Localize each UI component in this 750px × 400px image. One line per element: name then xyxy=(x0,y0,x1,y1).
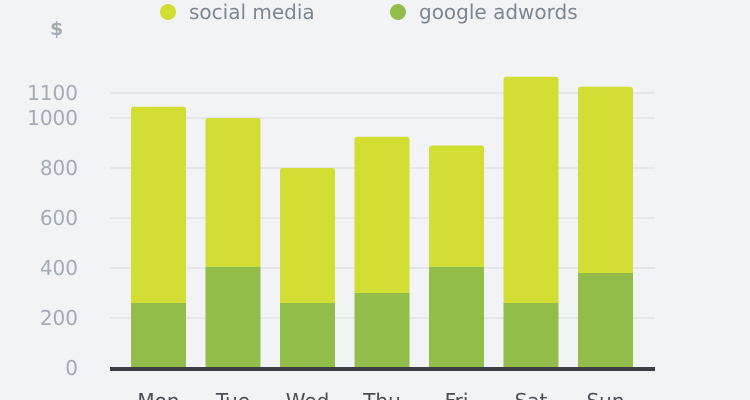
bar-group-wed[interactable] xyxy=(280,168,335,368)
bar-segment-google-adwords[interactable] xyxy=(578,273,633,368)
bar-group-mon[interactable] xyxy=(131,106,186,368)
y-tick-label: 0 xyxy=(65,356,78,380)
bar-segment-social-media[interactable] xyxy=(354,136,410,293)
y-tick-label: 1000 xyxy=(27,106,78,130)
bar-segment-social-media[interactable] xyxy=(578,86,633,273)
legend-swatch-google-adwords xyxy=(390,4,406,20)
x-tick-label: Wed xyxy=(286,389,330,400)
x-tick-label: Thu xyxy=(362,389,401,400)
legend-item-google-adwords[interactable]: google adwords xyxy=(390,0,578,24)
bar-segment-google-adwords[interactable] xyxy=(503,303,559,368)
bar-segment-google-adwords[interactable] xyxy=(354,293,410,368)
bar-segment-google-adwords[interactable] xyxy=(280,303,335,368)
x-tick-label: Fri xyxy=(445,389,469,400)
y-tick-label: 800 xyxy=(40,156,78,180)
bar-group-fri[interactable] xyxy=(429,145,484,369)
bar-segment-social-media[interactable] xyxy=(429,145,484,267)
bar-segment-google-adwords[interactable] xyxy=(429,266,484,368)
x-axis-ticks: Mon Tue Wed Thu Fri Sat Sun xyxy=(137,389,624,400)
legend-swatch-social-media xyxy=(160,4,176,20)
bar-group-sat[interactable] xyxy=(503,76,559,368)
y-axis-unit-label: $ xyxy=(50,18,64,40)
x-tick-label: Mon xyxy=(137,389,179,400)
bar-segment-google-adwords[interactable] xyxy=(205,266,261,368)
bar-group-sun[interactable] xyxy=(578,86,633,368)
legend-item-social-media[interactable]: social media xyxy=(160,0,315,24)
bar-segment-google-adwords[interactable] xyxy=(131,303,186,368)
x-tick-label: Sun xyxy=(586,389,624,400)
legend: social media google adwords xyxy=(0,0,750,26)
bar-segment-social-media[interactable] xyxy=(503,76,559,303)
legend-label: social media xyxy=(189,0,315,24)
y-tick-label: 600 xyxy=(40,206,78,230)
y-tick-label: 400 xyxy=(40,256,78,280)
legend-label: google adwords xyxy=(419,0,578,24)
y-tick-label: 1100 xyxy=(27,81,78,105)
bar-group-tue[interactable] xyxy=(205,118,261,368)
bars xyxy=(131,76,633,369)
bar-segment-social-media[interactable] xyxy=(131,106,186,303)
x-tick-label: Sat xyxy=(515,389,548,400)
y-tick-label: 200 xyxy=(40,306,78,330)
bar-segment-social-media[interactable] xyxy=(280,168,335,303)
bar-segment-social-media[interactable] xyxy=(205,118,261,267)
bar-group-thu[interactable] xyxy=(354,136,410,368)
x-tick-label: Tue xyxy=(215,389,250,400)
